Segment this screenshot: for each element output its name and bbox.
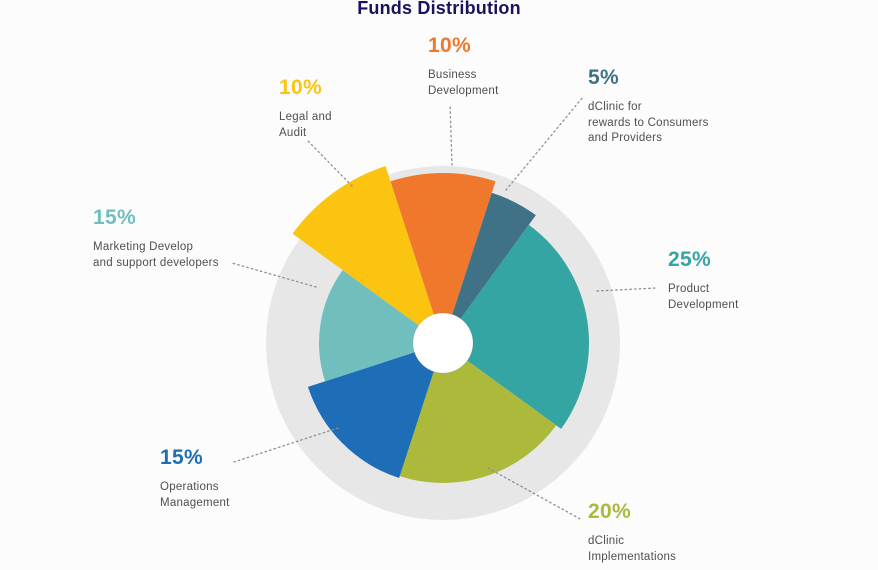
chart-title: Funds Distribution bbox=[357, 0, 521, 18]
label-product-development: 25% Product Development bbox=[668, 248, 778, 313]
leader-line bbox=[307, 140, 353, 187]
label-dclinic-rewards: 5% dClinic for rewards to Consumers and … bbox=[588, 66, 728, 147]
percent-value: 10% bbox=[428, 34, 471, 57]
segment-name: Marketing Develop and support developers bbox=[93, 241, 219, 269]
percent-value: 5% bbox=[588, 66, 619, 89]
leader-line bbox=[505, 96, 584, 191]
segment-name: Legal and Audit bbox=[279, 111, 332, 139]
pie-slice-marketing-develop-and-support-developers bbox=[318, 270, 443, 382]
percent-value: 25% bbox=[668, 248, 711, 271]
segment-name: dClinic Implementations bbox=[588, 535, 677, 563]
segment-name: Operations Management bbox=[160, 481, 230, 509]
pie-slice-operations-management bbox=[307, 343, 443, 479]
pie-slice-product-development bbox=[443, 224, 590, 429]
percent-value: 10% bbox=[279, 76, 322, 99]
segment-name: Product Development bbox=[668, 283, 739, 311]
segment-name: dClinic for rewards to Consumers and Pro… bbox=[588, 101, 709, 145]
percent-value: 15% bbox=[160, 446, 203, 469]
leader-line bbox=[487, 467, 583, 521]
label-dclinic-implementations: 20% dClinic Implementations bbox=[588, 500, 718, 565]
donut-hole bbox=[412, 312, 474, 374]
leader-line bbox=[449, 103, 453, 166]
label-operations-management: 15% Operations Management bbox=[160, 446, 280, 511]
label-legal-and-audit: 10% Legal and Audit bbox=[279, 76, 369, 141]
segment-name: Business Development bbox=[428, 69, 499, 97]
pie-slice-business-development bbox=[390, 173, 496, 343]
pie-slice-dclinic-for-rewards-to-consumers-and-providers bbox=[443, 192, 536, 343]
leader-line bbox=[596, 287, 657, 292]
leader-line bbox=[233, 427, 339, 463]
pie-slice-legal-and-audit bbox=[292, 166, 443, 343]
percent-value: 20% bbox=[588, 500, 631, 523]
leader-line bbox=[231, 262, 317, 288]
label-business-development: 10% Business Development bbox=[428, 34, 538, 99]
label-marketing-development: 15% Marketing Develop and support develo… bbox=[93, 206, 243, 271]
pie-slice-dclinic-implementations bbox=[399, 343, 557, 484]
percent-value: 15% bbox=[93, 206, 136, 229]
